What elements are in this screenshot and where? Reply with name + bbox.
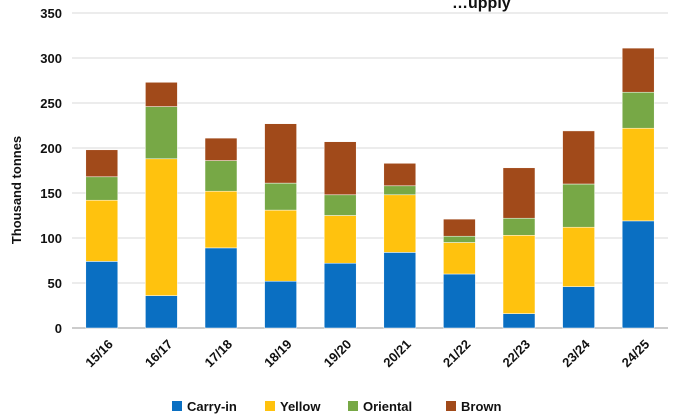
bar-segment-oriental <box>204 160 238 192</box>
bar-segment-carry-in <box>85 261 119 329</box>
legend-label: Yellow <box>280 399 321 414</box>
bar-segment-oriental <box>383 185 417 196</box>
bar-segment-brown <box>323 141 357 196</box>
bar-segment-yellow <box>85 199 119 262</box>
bar-segment-oriental <box>323 194 357 216</box>
y-tick-label: 0 <box>55 321 62 336</box>
bar-segment-brown <box>145 82 178 107</box>
bar-segment-yellow <box>621 127 655 222</box>
bar-segment-yellow <box>383 194 417 253</box>
bar-segment-carry-in <box>443 273 476 329</box>
bar-segment-carry-in <box>264 280 297 329</box>
x-tick-label: 15/16 <box>82 337 116 371</box>
bar-segment-yellow <box>204 190 238 249</box>
bar-segment-oriental <box>502 217 536 236</box>
bar-segment-yellow <box>562 226 595 287</box>
legend-label: Carry-in <box>187 399 237 414</box>
y-axis-ticks: 0 50 100 150 200 250 300 350 <box>40 6 62 336</box>
bar-segment-oriental <box>264 182 297 211</box>
legend: Carry-in Yellow Oriental Brown <box>172 399 502 414</box>
bar-segment-brown <box>621 47 655 93</box>
bar-segment-oriental <box>621 91 655 129</box>
bars <box>85 47 655 329</box>
y-tick-label: 50 <box>48 276 62 291</box>
x-tick-label: 19/20 <box>321 337 355 371</box>
bar-segment-brown <box>264 123 297 184</box>
bar-segment-carry-in <box>383 252 417 329</box>
bar-segment-carry-in <box>204 247 238 329</box>
legend-swatch <box>265 401 275 411</box>
y-tick-label: 300 <box>40 51 62 66</box>
y-tick-label: 350 <box>40 6 62 21</box>
bar-segment-carry-in <box>621 220 655 329</box>
bar-segment-yellow <box>323 215 357 264</box>
y-tick-label: 200 <box>40 141 62 156</box>
bar-segment-yellow <box>145 158 178 296</box>
bar-segment-carry-in <box>502 313 536 329</box>
legend-swatch <box>446 401 456 411</box>
y-tick-label: 150 <box>40 186 62 201</box>
bar-segment-oriental <box>145 106 178 160</box>
legend-swatch <box>172 401 182 411</box>
x-tick-label: 24/25 <box>619 337 653 371</box>
bar-segment-carry-in <box>562 286 595 329</box>
bar-segment-brown <box>502 167 536 219</box>
bar-segment-brown <box>204 137 238 161</box>
legend-label: Brown <box>461 399 502 414</box>
bar-segment-carry-in <box>323 262 357 329</box>
bar-segment-oriental <box>443 235 476 243</box>
bar-segment-oriental <box>562 183 595 228</box>
chart-title: …upply <box>452 0 511 12</box>
y-tick-label: 250 <box>40 96 62 111</box>
bar-segment-brown <box>85 149 119 178</box>
bar-segment-brown <box>383 163 417 187</box>
x-tick-label: 20/21 <box>380 337 414 371</box>
y-tick-label: 100 <box>40 231 62 246</box>
x-tick-label: 16/17 <box>142 337 176 371</box>
bar-segment-yellow <box>264 209 297 282</box>
legend-swatch <box>348 401 358 411</box>
bar-segment-brown <box>443 218 476 237</box>
legend-label: Oriental <box>363 399 412 414</box>
x-axis-ticks: 15/16 16/17 17/18 18/19 19/20 20/21 21/22 22/23… <box>82 336 652 370</box>
bar-segment-carry-in <box>145 295 178 329</box>
x-tick-label: 22/23 <box>500 337 534 371</box>
x-tick-label: 18/19 <box>261 337 295 371</box>
bar-segment-yellow <box>502 235 536 314</box>
bar-segment-yellow <box>443 242 476 275</box>
bar-segment-oriental <box>85 176 119 201</box>
x-tick-label: 21/22 <box>440 337 474 371</box>
y-axis-label: Thousand tonnes <box>9 136 24 244</box>
bar-segment-brown <box>562 130 595 185</box>
x-tick-label: 23/24 <box>559 336 593 370</box>
x-tick-label: 17/18 <box>202 337 236 371</box>
